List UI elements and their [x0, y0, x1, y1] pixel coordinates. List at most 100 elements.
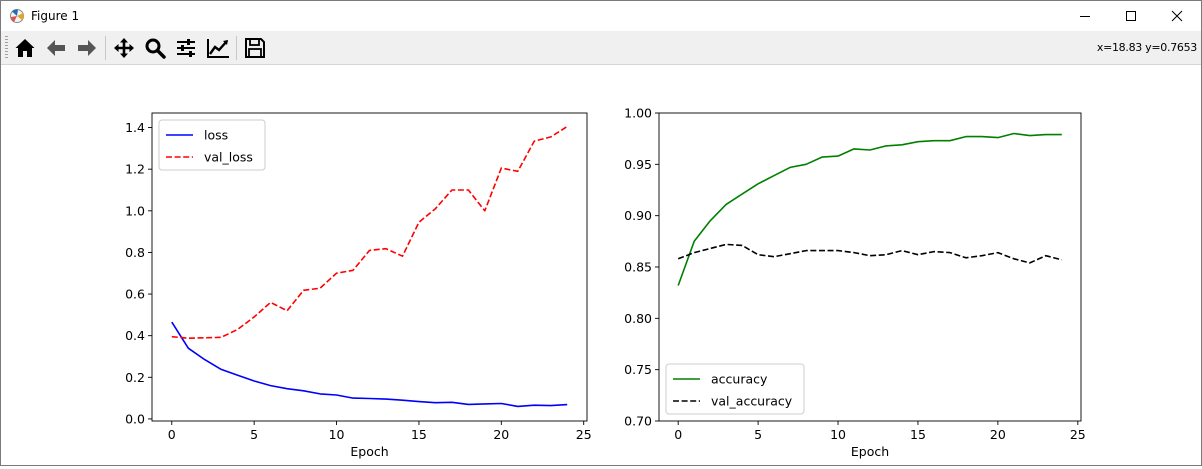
navigation-toolbar: x=18.83 y=0.7653	[1, 31, 1201, 65]
x-axis-label: Epoch	[851, 444, 889, 459]
data-point	[171, 321, 173, 323]
data-point	[237, 374, 239, 376]
data-point	[418, 401, 420, 403]
y-tick-label: 0.75	[624, 362, 652, 377]
data-point	[741, 193, 743, 195]
data-point	[253, 380, 255, 382]
home-icon	[15, 39, 35, 57]
data-point	[435, 208, 437, 210]
floppy-disk-icon	[245, 38, 265, 58]
data-point	[693, 241, 695, 243]
y-tick-label: 0.0	[125, 411, 145, 426]
x-tick-label: 0	[168, 427, 176, 442]
data-point	[1013, 258, 1015, 260]
x-tick-label: 25	[1070, 427, 1086, 442]
y-tick-label: 0.70	[624, 414, 652, 429]
data-point	[369, 398, 371, 400]
data-point	[805, 250, 807, 252]
figure-canvas[interactable]: 0 5 10 15 20 25 0.0 0.2 0.4 0.6 0.8 1.0 1.2 1.4 Epoch l…	[1, 65, 1201, 465]
data-point	[773, 256, 775, 258]
x-tick-label: 15	[411, 427, 427, 442]
figure-svg[interactable]: 0 5 10 15 20 25 0.0 0.2 0.4 0.6 0.8 1.0 1.2 1.4 Epoch l…	[1, 65, 1201, 465]
minimize-button[interactable]	[1062, 1, 1108, 31]
close-icon	[1171, 10, 1183, 22]
data-point	[933, 140, 935, 142]
data-point	[303, 290, 305, 292]
data-point	[981, 136, 983, 138]
matplotlib-figure-icon	[10, 9, 24, 23]
y-tick-label: 0.90	[624, 208, 652, 223]
data-point	[303, 390, 305, 392]
data-point	[885, 145, 887, 147]
y-tick-label: 1.0	[125, 203, 145, 218]
data-point	[1045, 134, 1047, 136]
data-point	[805, 164, 807, 166]
data-point	[1045, 255, 1047, 257]
subplot-1: 0 5 10 15 20 25 0.0 0.2 0.4 0.6 0.8 1.0 1.2 1.4 Epoch l…	[125, 112, 592, 459]
data-point	[319, 287, 321, 289]
x-axis-label: Epoch	[350, 444, 388, 459]
data-point	[901, 250, 903, 252]
series-line-val-accuracy	[677, 243, 1062, 264]
data-point	[725, 204, 727, 206]
legend-label-val-accuracy: val_accuracy	[711, 394, 793, 409]
data-point	[789, 167, 791, 169]
y-tick-label: 1.00	[624, 106, 652, 121]
data-point	[566, 404, 568, 406]
subplots-button[interactable]	[173, 35, 199, 61]
x-tick-label: 0	[674, 427, 682, 442]
data-point	[885, 254, 887, 256]
back-button[interactable]	[43, 35, 69, 61]
data-point	[385, 398, 387, 400]
data-point	[901, 144, 903, 146]
data-point	[204, 337, 206, 339]
legend-label-accuracy: accuracy	[711, 372, 768, 387]
y-tick-label: 1.2	[125, 162, 145, 177]
data-point	[237, 329, 239, 331]
magnifier-icon	[145, 38, 166, 59]
maximize-icon	[1126, 11, 1136, 21]
data-point	[677, 285, 679, 287]
data-point	[468, 189, 470, 191]
data-point	[997, 137, 999, 139]
x-tick-label: 10	[830, 427, 846, 442]
subplot-2: 0 5 10 15 20 25 0.70 0.75 0.80 0.85 0.90 0.95 1.00 Ep…	[624, 106, 1086, 460]
arrow-left-icon	[47, 40, 65, 56]
pan-button[interactable]	[111, 35, 137, 61]
y-tick-label: 0.6	[125, 287, 145, 302]
home-button[interactable]	[12, 35, 38, 61]
line-chart-icon	[207, 39, 229, 58]
close-button[interactable]	[1154, 1, 1200, 31]
data-point	[534, 140, 536, 142]
series-line-loss	[171, 321, 568, 408]
data-point	[550, 136, 552, 138]
data-point	[220, 369, 222, 371]
x-tick-label: 5	[754, 427, 762, 442]
title-bar[interactable]: Figure 1	[1, 1, 1201, 31]
data-point	[789, 253, 791, 255]
data-point	[402, 399, 404, 401]
data-point	[949, 252, 951, 254]
data-point	[286, 388, 288, 390]
y-tick-label: 0.95	[624, 157, 652, 172]
minimize-icon	[1080, 16, 1090, 17]
save-button[interactable]	[242, 35, 268, 61]
data-point	[385, 248, 387, 250]
y-tick-label: 0.2	[125, 370, 145, 385]
y-tick-label: 1.4	[125, 120, 145, 135]
x-tick-label: 15	[910, 427, 926, 442]
data-point	[853, 252, 855, 254]
data-point	[188, 337, 190, 339]
data-point	[949, 140, 951, 142]
data-point	[965, 257, 967, 259]
forward-button[interactable]	[74, 35, 100, 61]
data-point	[837, 155, 839, 157]
legend-label-loss: loss	[204, 128, 228, 143]
maximize-button[interactable]	[1108, 1, 1154, 31]
zoom-button[interactable]	[142, 35, 168, 61]
sliders-icon	[177, 39, 195, 57]
edit-axes-button[interactable]	[205, 35, 231, 61]
toolbar-grip[interactable]	[5, 36, 8, 60]
data-point	[933, 251, 935, 253]
data-point	[220, 337, 222, 339]
